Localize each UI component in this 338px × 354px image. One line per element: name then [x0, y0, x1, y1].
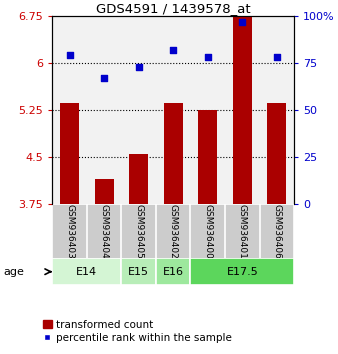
Point: [274, 55, 280, 60]
Bar: [164, 103, 183, 204]
Text: GSM936401: GSM936401: [238, 204, 247, 258]
Text: age: age: [3, 267, 24, 277]
Point: [171, 47, 176, 52]
Bar: [60, 103, 79, 204]
Text: GSM936404: GSM936404: [100, 204, 109, 258]
Text: E14: E14: [76, 267, 97, 277]
Point: [67, 52, 72, 58]
Bar: [156, 258, 191, 285]
Text: GSM936405: GSM936405: [134, 204, 143, 258]
Bar: [129, 154, 148, 204]
Bar: [191, 258, 294, 285]
Text: E16: E16: [163, 267, 184, 277]
Bar: [121, 258, 156, 285]
Bar: [267, 103, 286, 204]
Bar: [198, 110, 217, 204]
Title: GDS4591 / 1439578_at: GDS4591 / 1439578_at: [96, 2, 250, 15]
Bar: [95, 178, 114, 204]
Text: GSM936400: GSM936400: [203, 204, 212, 258]
Point: [240, 19, 245, 24]
Point: [136, 64, 141, 69]
Text: GSM936402: GSM936402: [169, 204, 178, 258]
Text: GSM936403: GSM936403: [65, 204, 74, 258]
Text: GSM936406: GSM936406: [272, 204, 281, 258]
Bar: [233, 16, 252, 204]
Bar: [52, 258, 121, 285]
Legend: transformed count, percentile rank within the sample: transformed count, percentile rank withi…: [39, 315, 236, 347]
Text: E15: E15: [128, 267, 149, 277]
Point: [101, 75, 107, 81]
Text: E17.5: E17.5: [226, 267, 258, 277]
Point: [205, 55, 211, 60]
